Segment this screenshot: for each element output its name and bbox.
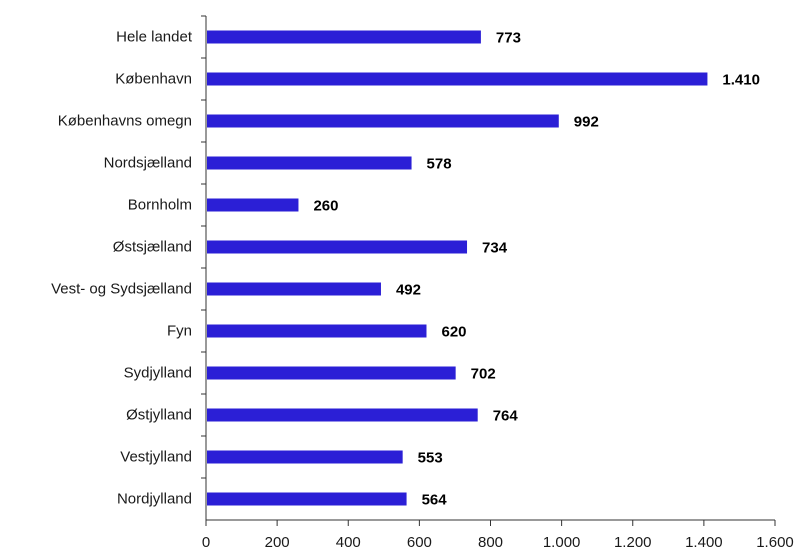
category-label: Bornholm <box>128 197 192 214</box>
bar <box>207 492 407 506</box>
bar <box>207 366 456 380</box>
category-label: Fyn <box>167 323 192 340</box>
data-label: 492 <box>396 282 421 299</box>
bar <box>207 324 427 338</box>
bar <box>207 114 559 128</box>
category-label: Københavns omegn <box>58 113 192 130</box>
data-label: 734 <box>482 240 508 257</box>
x-tick-label: 0 <box>202 534 210 551</box>
category-label: København <box>115 71 192 88</box>
category-label: Vestjylland <box>120 449 192 466</box>
data-label: 992 <box>574 114 599 131</box>
data-label: 578 <box>427 156 452 173</box>
bar <box>207 198 299 212</box>
category-label: Vest- og Sydsjælland <box>51 281 192 298</box>
data-label: 764 <box>493 408 519 425</box>
category-label: Sydjylland <box>124 365 192 382</box>
x-tick-label: 1.600 <box>756 534 794 551</box>
x-tick-label: 600 <box>407 534 432 551</box>
category-label: Hele landet <box>116 29 193 46</box>
x-tick-label: 800 <box>478 534 503 551</box>
x-tick-label: 1.200 <box>614 534 652 551</box>
value-labels: 773 1.410 992 578 260 734 492 620 702 764 553 564 <box>313 30 760 509</box>
data-label: 620 <box>441 324 466 341</box>
bar <box>207 408 478 422</box>
x-tick-label: 1.400 <box>685 534 723 551</box>
data-label: 260 <box>313 198 338 215</box>
data-label: 773 <box>496 30 521 47</box>
bar <box>207 450 403 464</box>
data-label: 1.410 <box>722 72 760 89</box>
category-labels: Hele landet København Københavns omegn Nord… <box>51 29 193 508</box>
x-tick-label: 400 <box>336 534 361 551</box>
category-label: Nordjylland <box>117 491 192 508</box>
category-label: Nordsjælland <box>104 155 192 172</box>
x-tick-label: 1.000 <box>543 534 581 551</box>
x-tick-label: 200 <box>265 534 290 551</box>
bars-group <box>207 30 708 506</box>
data-label: 564 <box>422 492 448 509</box>
data-label: 702 <box>471 366 496 383</box>
x-axis-ticks: 0 200 400 600 800 1.000 1.200 1.400 1.600 <box>201 15 794 551</box>
data-label: 553 <box>418 450 443 467</box>
bar <box>207 30 481 44</box>
category-label: Østsjælland <box>113 239 192 256</box>
bar <box>207 156 412 170</box>
category-label: Østjylland <box>126 407 192 424</box>
bar <box>207 72 708 86</box>
bar <box>207 240 468 254</box>
bar <box>207 282 381 296</box>
